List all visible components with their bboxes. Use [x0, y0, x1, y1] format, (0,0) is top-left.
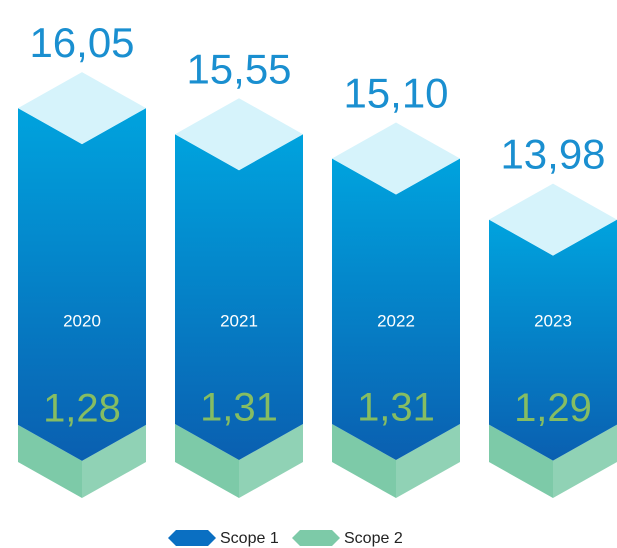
scope2-label: 1,28 — [43, 386, 121, 430]
scope2-left — [489, 424, 553, 498]
bar-top — [489, 183, 617, 256]
scope2-left — [18, 424, 82, 498]
scope1-bar — [332, 158, 460, 461]
scope2-label: 1,31 — [200, 386, 278, 430]
bar-top — [332, 122, 460, 195]
year-label: 2021 — [220, 311, 258, 330]
scope1-label: 15,10 — [343, 70, 448, 117]
year-label: 2023 — [534, 311, 572, 330]
scope2-right — [82, 424, 146, 498]
scope2-right — [553, 424, 617, 498]
legend-swatch — [292, 530, 340, 546]
bar-top — [175, 98, 303, 171]
bar-top — [18, 72, 146, 145]
legend-label: Scope 1 — [220, 530, 279, 547]
scope1-bar — [489, 219, 617, 461]
scope2-left — [175, 424, 239, 498]
scope2-label: 1,31 — [357, 386, 435, 430]
scope2-right — [396, 424, 460, 498]
legend-swatch — [168, 530, 216, 546]
scope1-bar — [175, 134, 303, 461]
scope1-label: 16,05 — [29, 19, 134, 66]
scope1-bar — [18, 108, 146, 461]
scope2-left — [332, 424, 396, 498]
scope1-label: 13,98 — [500, 131, 605, 178]
scope2-label: 1,29 — [514, 386, 592, 430]
year-label: 2020 — [63, 311, 101, 330]
scope2-right — [239, 424, 303, 498]
scope1-label: 15,55 — [186, 45, 291, 92]
year-label: 2022 — [377, 311, 415, 330]
legend-label: Scope 2 — [344, 530, 403, 547]
